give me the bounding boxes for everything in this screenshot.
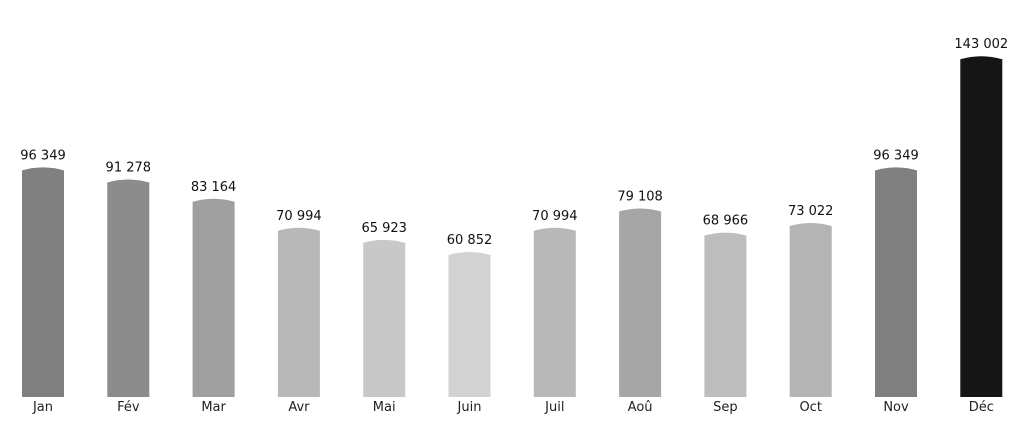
category-label: Aoû xyxy=(628,400,653,415)
category-label: Fév xyxy=(117,400,140,415)
value-label: 70 994 xyxy=(276,209,322,224)
value-label: 65 923 xyxy=(361,221,407,236)
category-label: Avr xyxy=(288,400,310,415)
bar-jan xyxy=(22,167,64,397)
category-label: Mai xyxy=(373,400,396,415)
value-label: 70 994 xyxy=(532,209,578,224)
value-label: 96 349 xyxy=(873,148,919,163)
bars-group xyxy=(22,56,1003,397)
value-label: 96 349 xyxy=(20,148,66,163)
bar-juin xyxy=(448,251,491,397)
value-labels-group: 96 349 91 278 83 164 70 994 65 923 60 852 70 9… xyxy=(20,37,1008,248)
bar-déc xyxy=(960,56,1003,397)
category-label: Sep xyxy=(713,400,738,415)
value-label: 60 852 xyxy=(447,233,493,248)
value-label: 79 108 xyxy=(617,189,663,204)
bar-mai xyxy=(363,239,406,397)
bar-fév xyxy=(107,179,150,397)
value-label: 143 002 xyxy=(954,37,1008,52)
bar-nov xyxy=(875,167,917,397)
category-labels-group: Jan Fév Mar Avr Mai Juin Juil Aoû Sep Oct Nov Déc xyxy=(32,400,994,415)
category-label: Oct xyxy=(799,400,821,415)
category-label: Nov xyxy=(883,400,909,415)
value-label: 73 022 xyxy=(788,204,834,219)
category-label: Juil xyxy=(544,400,564,415)
category-label: Déc xyxy=(969,400,994,415)
category-label: Mar xyxy=(201,400,226,415)
value-label: 68 966 xyxy=(703,214,749,229)
value-label: 91 278 xyxy=(106,160,152,175)
bar-juil xyxy=(533,227,576,397)
category-label: Juin xyxy=(457,400,482,415)
bar-aoû xyxy=(619,208,662,397)
bar-avr xyxy=(277,227,320,397)
bar-sep xyxy=(704,232,747,397)
bar-oct xyxy=(789,222,832,397)
bar-mar xyxy=(192,198,235,397)
category-label: Jan xyxy=(32,400,53,415)
value-label: 83 164 xyxy=(191,180,237,195)
